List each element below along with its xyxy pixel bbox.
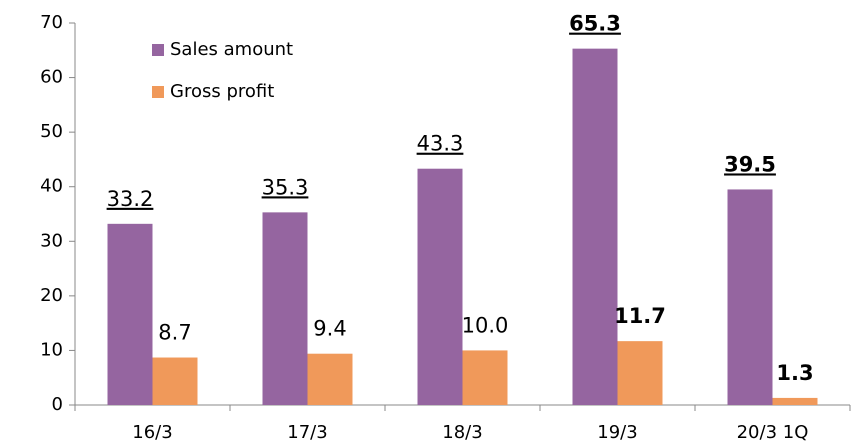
x-tick-label: 19/3 bbox=[597, 422, 637, 443]
bar bbox=[462, 350, 508, 405]
y-tick-label: 50 bbox=[40, 121, 63, 142]
value-label: 1.3 bbox=[776, 361, 813, 385]
value-label: 35.3 bbox=[262, 175, 309, 199]
y-tick-label: 0 bbox=[52, 394, 63, 415]
value-label: 10.0 bbox=[462, 313, 509, 337]
bar bbox=[152, 357, 198, 405]
value-label: 33.2 bbox=[107, 187, 154, 211]
x-tick-label: 17/3 bbox=[287, 422, 327, 443]
value-label: 43.3 bbox=[417, 132, 464, 156]
legend-swatch bbox=[152, 86, 164, 98]
bar bbox=[262, 212, 308, 405]
y-tick-label: 60 bbox=[40, 67, 63, 88]
bar bbox=[107, 223, 153, 405]
x-tick-label: 16/3 bbox=[132, 422, 172, 443]
bar bbox=[617, 341, 663, 405]
y-tick-label: 20 bbox=[40, 285, 63, 306]
legend-label: Gross profit bbox=[170, 81, 274, 102]
y-tick-label: 10 bbox=[40, 339, 63, 360]
x-tick-label: 20/3 1Q bbox=[737, 422, 809, 443]
bar bbox=[307, 353, 353, 405]
bar bbox=[417, 168, 463, 405]
bar bbox=[727, 189, 773, 405]
x-tick-label: 18/3 bbox=[442, 422, 482, 443]
bar bbox=[572, 48, 618, 406]
value-label: 39.5 bbox=[724, 152, 776, 176]
bar bbox=[772, 397, 818, 405]
y-tick-label: 70 bbox=[40, 12, 63, 33]
value-label: 8.7 bbox=[158, 321, 191, 345]
y-tick-label: 30 bbox=[40, 230, 63, 251]
y-tick-label: 40 bbox=[40, 176, 63, 197]
value-label: 65.3 bbox=[569, 12, 621, 36]
value-label: 11.7 bbox=[614, 304, 666, 328]
value-label: 9.4 bbox=[313, 317, 346, 341]
legend-swatch bbox=[152, 44, 164, 56]
legend-label: Sales amount bbox=[170, 39, 293, 60]
